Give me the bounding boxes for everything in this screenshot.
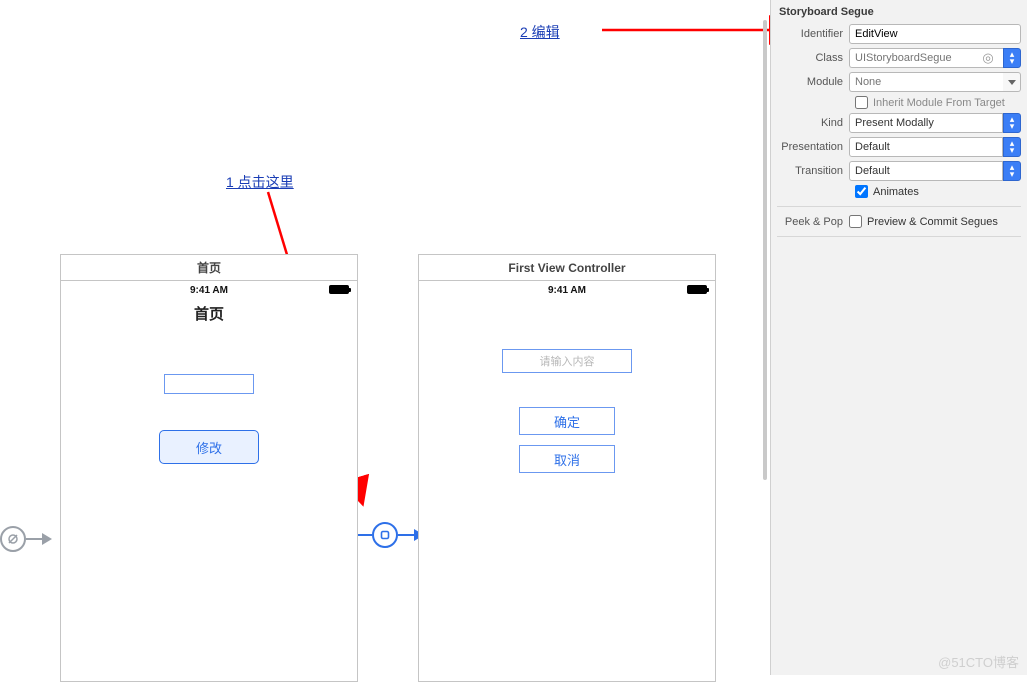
module-dropdown-button[interactable] bbox=[1003, 72, 1021, 92]
module-row: Module bbox=[777, 72, 1021, 92]
status-time: 9:41 AM bbox=[190, 285, 228, 296]
module-label: Module bbox=[777, 76, 849, 88]
cancel-button[interactable]: 取消 bbox=[519, 445, 615, 473]
text-field-1[interactable] bbox=[164, 374, 254, 394]
entry-point-arrow[interactable] bbox=[0, 526, 52, 552]
animates-checkbox[interactable] bbox=[855, 185, 868, 198]
segue-node[interactable] bbox=[358, 522, 424, 548]
class-label: Class bbox=[777, 52, 849, 64]
segue-icon[interactable] bbox=[372, 522, 398, 548]
input-field[interactable]: 请输入内容 bbox=[502, 349, 632, 373]
status-bar: 9:41 AM bbox=[61, 281, 357, 299]
peek-pop-label: Peek & Pop bbox=[777, 216, 849, 228]
cancel-button-label: 取消 bbox=[554, 450, 580, 469]
transition-label: Transition bbox=[777, 165, 849, 177]
watermark: @51CTO博客 bbox=[938, 652, 1019, 671]
scene-home-body: 9:41 AM 首页 修改 bbox=[61, 281, 357, 681]
storyboard-canvas[interactable]: 1 点击这里 2 编辑 首页 9:41 AM 首页 bbox=[0, 0, 770, 675]
separator-2 bbox=[777, 236, 1021, 237]
identifier-field[interactable] bbox=[849, 24, 1021, 44]
scroll-bar[interactable] bbox=[760, 0, 770, 520]
transition-dropdown-button[interactable]: ▴▾ bbox=[1003, 161, 1021, 181]
status-time-2: 9:41 AM bbox=[548, 285, 586, 296]
modify-button[interactable]: 修改 bbox=[159, 430, 259, 464]
presentation-dropdown-button[interactable]: ▴▾ bbox=[1003, 137, 1021, 157]
class-gear-icon[interactable]: ◎ bbox=[981, 51, 995, 65]
modify-button-label: 修改 bbox=[196, 438, 222, 457]
kind-row: Kind Present Modally ▴▾ bbox=[777, 113, 1021, 133]
inherit-module-row: Inherit Module From Target bbox=[777, 96, 1021, 109]
ok-button-label: 确定 bbox=[554, 412, 580, 431]
input-placeholder: 请输入内容 bbox=[540, 353, 595, 369]
animates-label: Animates bbox=[873, 186, 919, 198]
scene-home[interactable]: 首页 9:41 AM 首页 修改 bbox=[60, 254, 358, 682]
kind-select[interactable]: Present Modally bbox=[849, 113, 1003, 133]
class-row: Class ◎ ▴▾ bbox=[777, 48, 1021, 68]
scene-home-title: 首页 bbox=[197, 259, 221, 276]
scene-first-vc-title: First View Controller bbox=[508, 261, 625, 275]
scene-first-vc-body: 9:41 AM 请输入内容 确定 取消 bbox=[419, 281, 715, 681]
presentation-row: Presentation Default ▴▾ bbox=[777, 137, 1021, 157]
kind-dropdown-button[interactable]: ▴▾ bbox=[1003, 113, 1021, 133]
inherit-module-label: Inherit Module From Target bbox=[873, 97, 1005, 109]
status-bar-2: 9:41 AM bbox=[419, 281, 715, 299]
attributes-inspector: Storyboard Segue Identifier Class ◎ ▴▾ M… bbox=[770, 0, 1027, 675]
identifier-label: Identifier bbox=[777, 28, 849, 40]
kind-label: Kind bbox=[777, 117, 849, 129]
transition-row: Transition Default ▴▾ bbox=[777, 161, 1021, 181]
module-field[interactable] bbox=[849, 72, 1003, 92]
annotation-step1: 1 点击这里 bbox=[226, 172, 294, 192]
battery-icon-2 bbox=[687, 285, 707, 294]
separator bbox=[777, 206, 1021, 207]
nav-bar-title: 首页 bbox=[61, 299, 357, 334]
class-dropdown-button[interactable]: ▴▾ bbox=[1003, 48, 1021, 68]
annotation-step2: 2 编辑 bbox=[520, 22, 560, 42]
peek-pop-row: Peek & Pop Preview & Commit Segues bbox=[777, 215, 1021, 228]
peek-pop-option: Preview & Commit Segues bbox=[867, 216, 998, 228]
presentation-label: Presentation bbox=[777, 141, 849, 153]
class-field[interactable] bbox=[849, 48, 1003, 68]
inspector-section-title: Storyboard Segue bbox=[777, 4, 1021, 24]
transition-select[interactable]: Default bbox=[849, 161, 1003, 181]
scene-first-vc-title-bar: First View Controller bbox=[419, 255, 715, 281]
peek-pop-checkbox[interactable] bbox=[849, 215, 862, 228]
animates-row: Animates bbox=[777, 185, 1021, 198]
inherit-module-checkbox[interactable] bbox=[855, 96, 868, 109]
battery-icon bbox=[329, 285, 349, 294]
scene-first-vc[interactable]: First View Controller 9:41 AM 请输入内容 确定 取… bbox=[418, 254, 716, 682]
presentation-select[interactable]: Default bbox=[849, 137, 1003, 157]
identifier-row: Identifier bbox=[777, 24, 1021, 44]
ok-button[interactable]: 确定 bbox=[519, 407, 615, 435]
scene-home-title-bar: 首页 bbox=[61, 255, 357, 281]
